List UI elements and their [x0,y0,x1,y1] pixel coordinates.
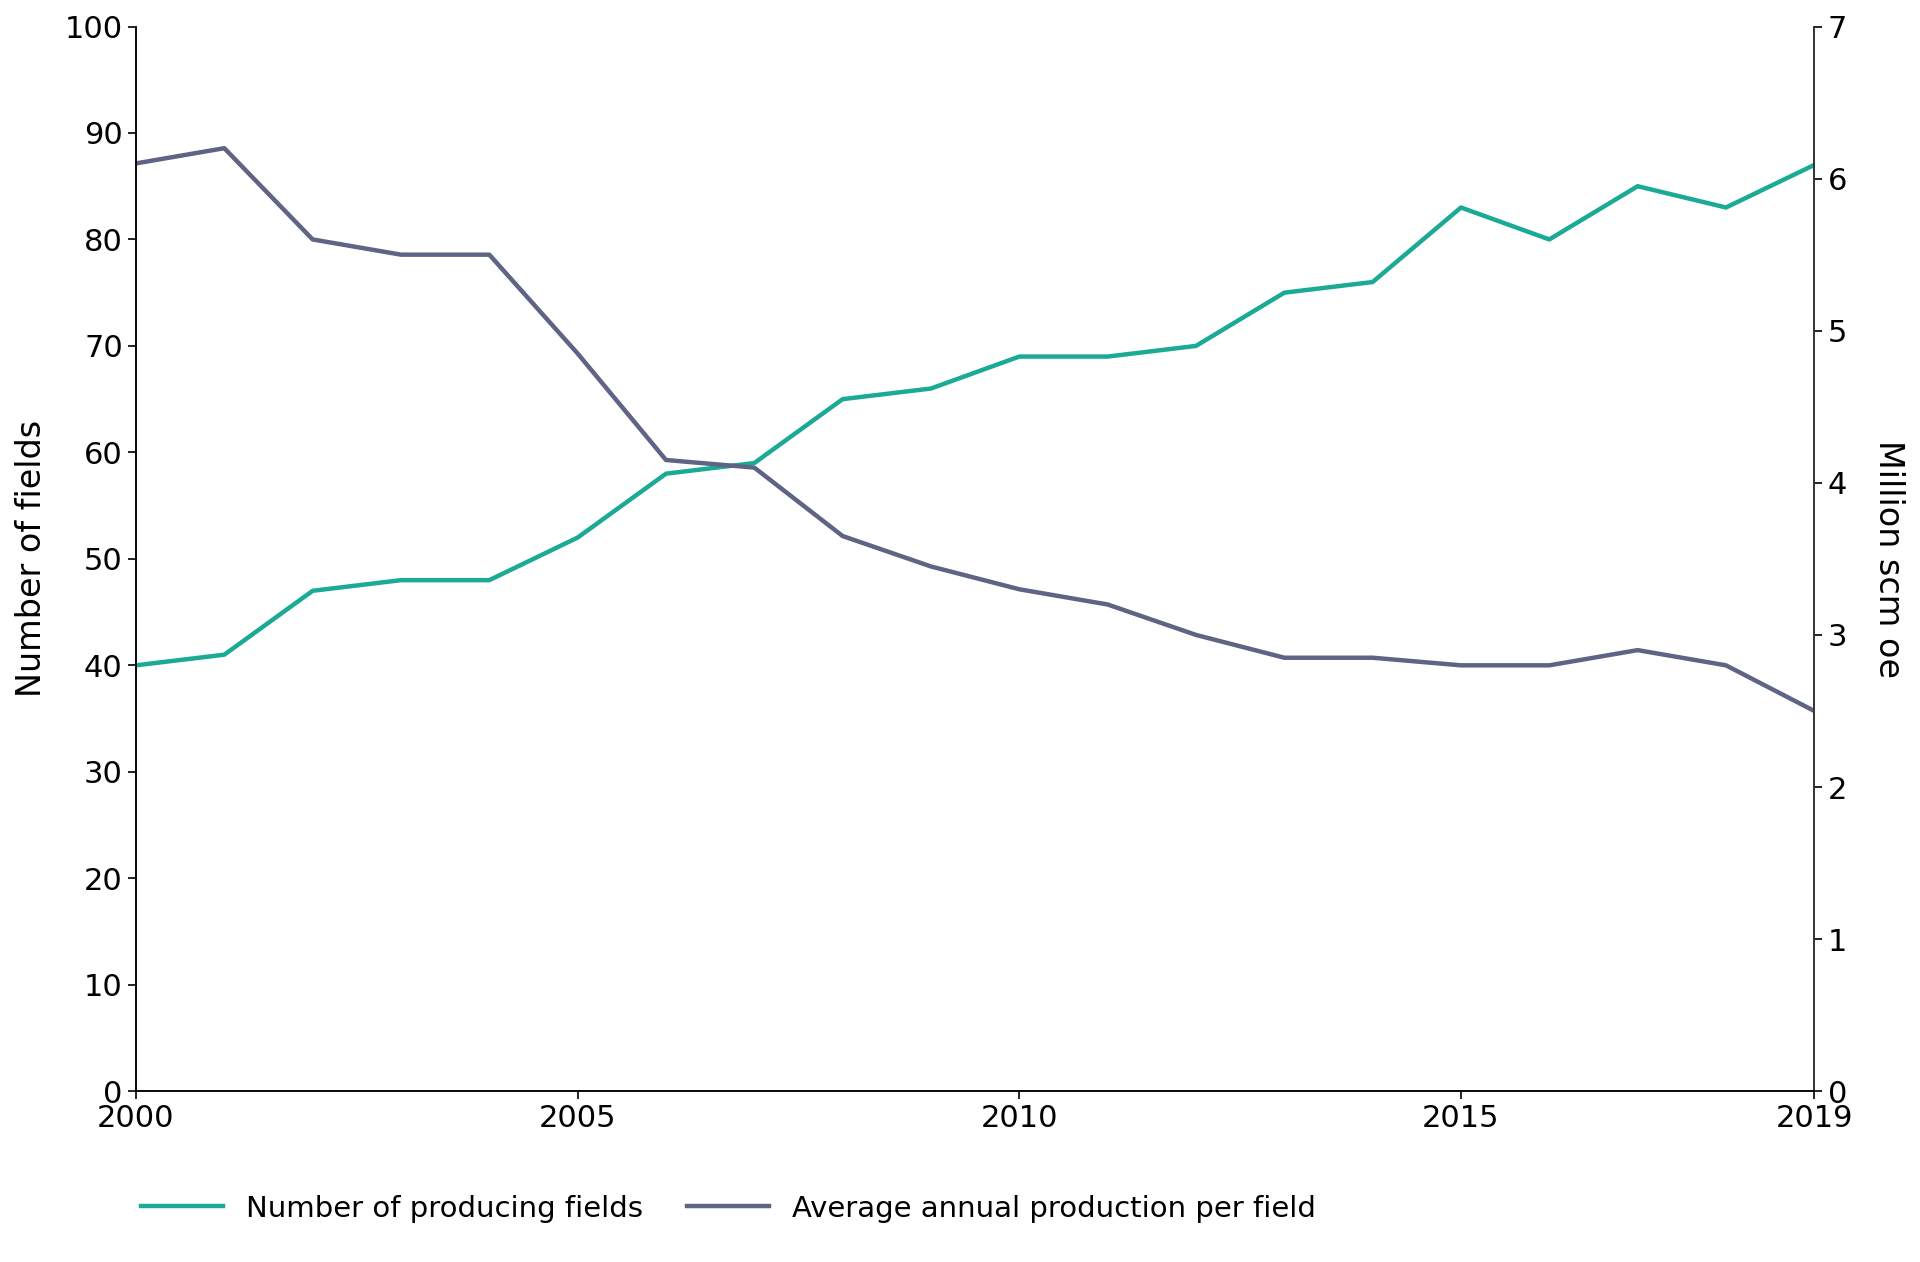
Y-axis label: Number of fields: Number of fields [15,420,48,698]
Y-axis label: Million scm oe: Million scm oe [1872,440,1905,678]
Legend: Number of producing fields, Average annual production per field: Number of producing fields, Average annu… [131,1184,1329,1234]
